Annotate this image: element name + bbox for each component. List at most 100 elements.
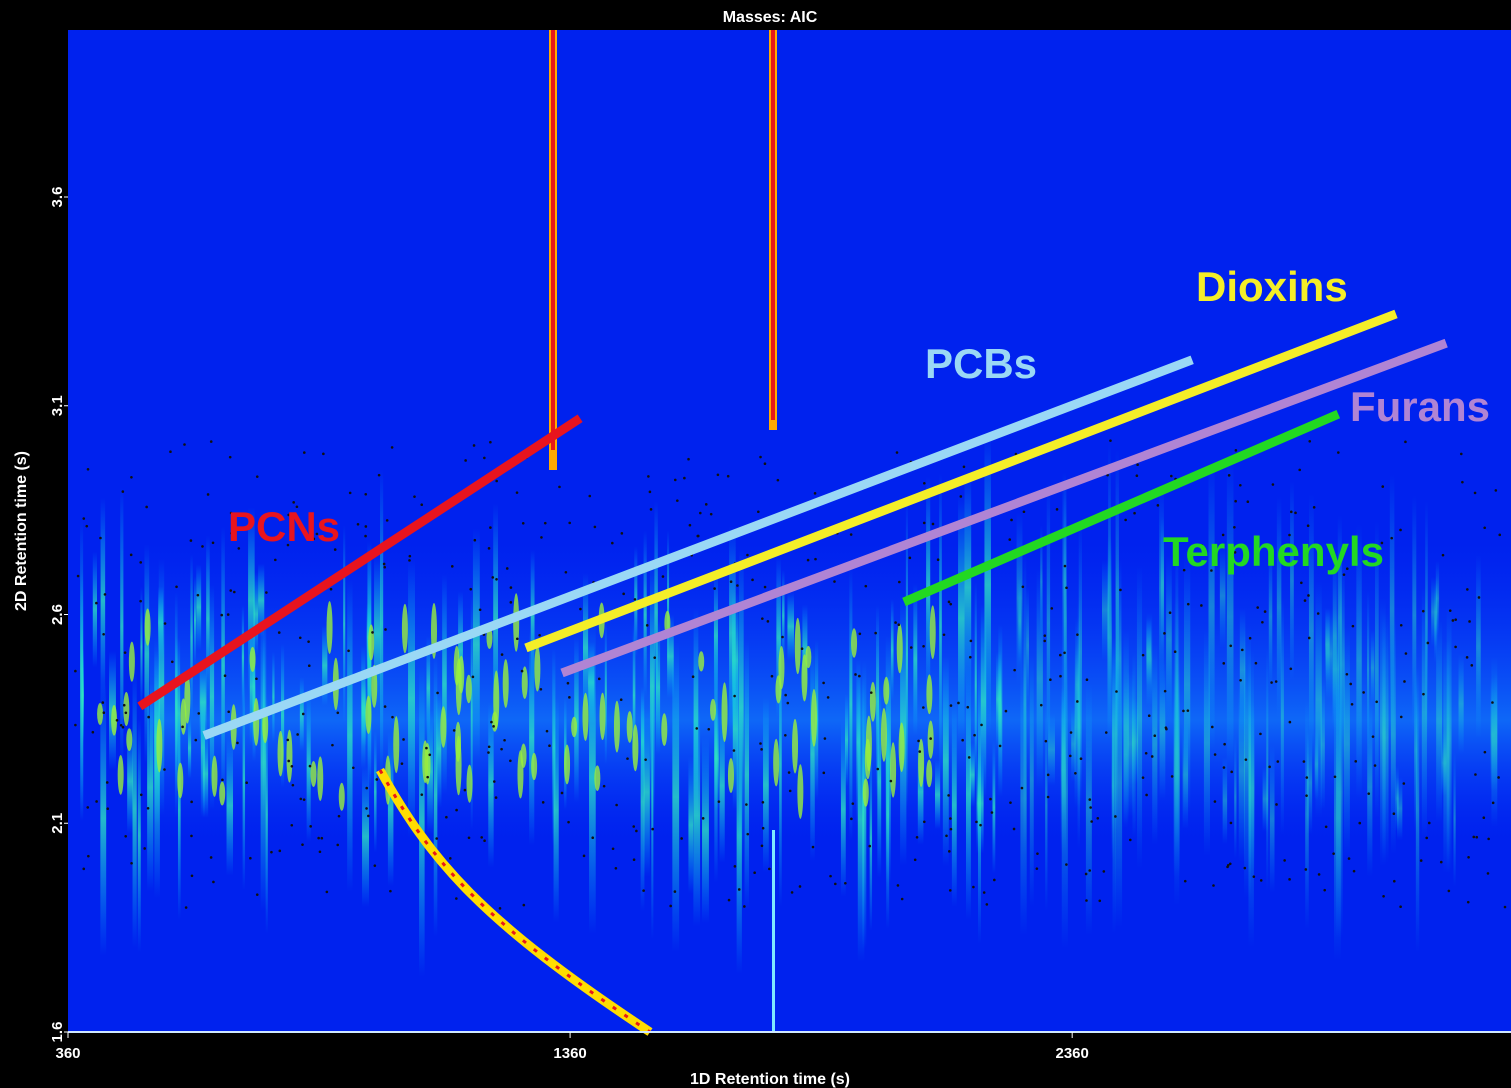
heatmap-streak: [1026, 586, 1029, 705]
heatmap-streak: [984, 435, 991, 735]
heatmap-dot: [163, 622, 167, 625]
heatmap-dot: [478, 608, 482, 612]
heatmap-spot: [486, 627, 493, 649]
heatmap-dot: [1390, 536, 1393, 540]
heatmap-streak: [1085, 683, 1092, 936]
heatmap-dot: [1307, 594, 1310, 597]
heatmap-streak: [488, 702, 494, 868]
heatmap-dot: [123, 651, 127, 654]
heatmap-streak: [1101, 559, 1109, 661]
series-line: [524, 309, 1398, 653]
heatmap-dot: [329, 587, 333, 591]
heatmap-streak: [199, 659, 207, 745]
heatmap-streak: [1183, 555, 1191, 815]
heatmap-dot: [1332, 852, 1335, 855]
heatmap-dot: [494, 796, 498, 799]
heatmap-dot: [1427, 821, 1431, 825]
heatmap-spot: [721, 682, 728, 743]
heatmap-spot: [393, 716, 400, 774]
heatmap-dot: [579, 607, 582, 611]
heatmap-streak: [782, 570, 785, 662]
heatmap-dot: [814, 557, 817, 561]
heatmap-dot: [1270, 681, 1273, 684]
heatmap-spot: [661, 713, 668, 747]
heatmap-dot: [894, 621, 897, 624]
heatmap-dot: [1084, 872, 1088, 876]
heatmap-streak: [840, 721, 846, 897]
heatmap-dot: [436, 691, 439, 695]
heatmap-streak: [779, 621, 782, 907]
heatmap-dot: [1004, 709, 1008, 713]
heatmap-dot: [915, 835, 919, 839]
heatmap-dot: [509, 586, 513, 589]
heatmap-dot: [1109, 439, 1112, 442]
heatmap-spot: [794, 617, 801, 675]
heatmap-dot: [1229, 821, 1233, 825]
heatmap-dot: [1147, 714, 1151, 718]
heatmap-streak: [1226, 459, 1234, 774]
heatmap-dot: [147, 715, 150, 719]
heatmap-streak: [640, 692, 645, 912]
heatmap-dot: [622, 592, 625, 596]
heatmap-dot: [1324, 825, 1328, 829]
heatmap-dot: [753, 871, 756, 875]
heatmap-dot: [1342, 573, 1346, 576]
heatmap-dot: [1486, 872, 1490, 875]
heatmap-dot: [900, 897, 904, 901]
series-label: PCNs: [228, 503, 340, 550]
heatmap-streak: [890, 599, 894, 702]
heatmap-spot: [801, 654, 808, 702]
heatmap-dot: [337, 814, 341, 818]
heatmap-dot: [948, 889, 952, 892]
heatmap-dot: [1115, 690, 1118, 693]
heatmap-spot: [502, 659, 509, 708]
heatmap-dot: [1283, 859, 1286, 862]
heatmap-streak: [1078, 521, 1082, 782]
heatmap-spot: [466, 764, 473, 803]
heatmap-dot: [1254, 661, 1258, 665]
heatmap-dot: [1222, 766, 1226, 769]
heatmap-dot: [1085, 678, 1089, 681]
heatmap-dot: [979, 823, 982, 827]
heatmap-streak: [974, 581, 977, 790]
heatmap-dot: [874, 631, 877, 635]
heatmap-streak: [845, 693, 849, 787]
heatmap-dot: [515, 491, 519, 494]
heatmap-dot: [823, 737, 827, 740]
heatmap-dot: [1422, 692, 1425, 696]
heatmap-dot: [364, 492, 368, 496]
x-axis-label: 1D Retention time (s): [690, 1071, 850, 1088]
heatmap-dot: [1213, 800, 1217, 803]
heatmap-dot: [245, 781, 248, 785]
heatmap-dot: [611, 541, 614, 545]
heatmap-streak: [1490, 677, 1495, 791]
heatmap-streak: [1111, 637, 1118, 830]
heatmap-streak: [857, 677, 865, 962]
heatmap-dot: [1483, 526, 1486, 530]
heatmap-dot: [307, 640, 310, 643]
heatmap-dot: [223, 674, 227, 678]
heatmap-streak: [1269, 745, 1275, 893]
heatmap-dot: [1234, 449, 1238, 452]
heatmap-dot: [1245, 555, 1249, 558]
heatmap-dot: [1473, 491, 1477, 495]
heatmap-spot: [317, 756, 324, 801]
heatmap-streak: [1029, 653, 1034, 907]
heatmap-streak: [442, 574, 447, 794]
heatmap-dot: [209, 440, 213, 443]
heatmap-streak: [877, 685, 882, 878]
heatmap-dot: [86, 467, 90, 471]
heatmap-streak: [1123, 630, 1129, 825]
heatmap-dot: [1465, 656, 1469, 659]
heatmap-dot: [1467, 855, 1470, 859]
heatmap-streak: [1132, 698, 1139, 785]
heatmap-dot: [1333, 775, 1337, 779]
heatmap-spot: [123, 691, 130, 727]
heatmap-dot: [255, 475, 259, 478]
heatmap-streak: [1107, 536, 1112, 739]
heatmap-streak: [190, 553, 193, 720]
heatmap-dot: [947, 600, 951, 604]
heatmap-dot: [287, 513, 290, 517]
heatmap-dot: [949, 817, 952, 820]
heatmap-dot: [1307, 636, 1311, 640]
